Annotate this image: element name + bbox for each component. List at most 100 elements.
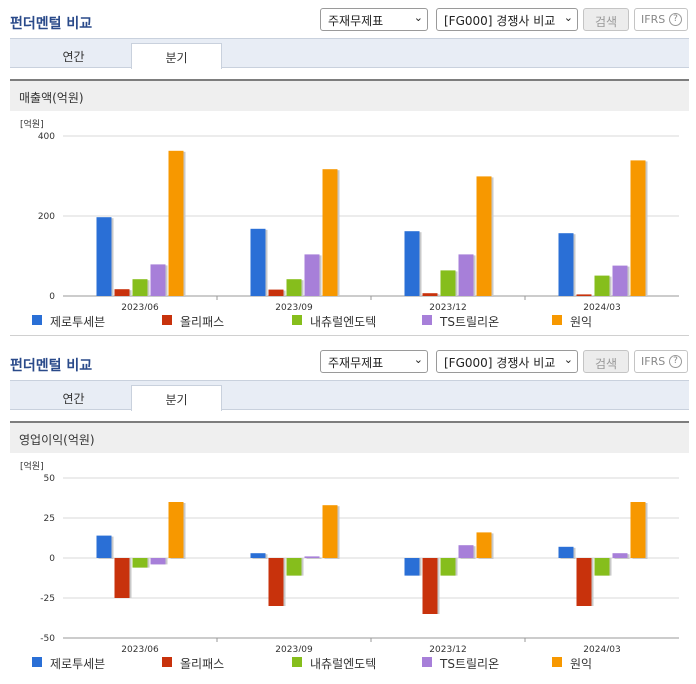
bar — [286, 558, 302, 576]
x-tick-label: 2023/12 — [429, 645, 466, 652]
bar — [422, 558, 438, 614]
y-tick-label: -25 — [40, 594, 55, 604]
compare-select[interactable]: [FG000] 경쟁사 비교 ⌄ — [436, 350, 578, 373]
legend-swatch — [422, 315, 432, 325]
bar — [422, 293, 438, 296]
y-tick-label: 50 — [44, 474, 56, 484]
legend-swatch — [32, 315, 42, 325]
bar — [576, 558, 592, 606]
bar — [168, 502, 184, 558]
bar — [304, 254, 320, 296]
x-tick-label: 2024/03 — [583, 303, 620, 310]
y-tick-label: 0 — [49, 292, 55, 302]
y-tick-label: 400 — [38, 132, 55, 142]
bar — [114, 558, 130, 598]
period-tabs: 연간 분기 — [10, 38, 689, 69]
compare-select[interactable]: [FG000] 경쟁사 비교 ⌄ — [436, 8, 578, 31]
x-tick-label: 2023/06 — [121, 645, 159, 652]
statement-select[interactable]: 주재무제표 ⌄ — [320, 350, 428, 373]
bar — [594, 558, 610, 576]
legend-label: 제로투세븐 — [50, 657, 106, 671]
bar — [630, 160, 646, 296]
search-button[interactable]: 검색 — [583, 350, 629, 373]
chevron-down-icon: ⌄ — [563, 353, 573, 366]
section-title: 펀더멘털 비교 — [10, 358, 93, 374]
legend-label: 올리패스 — [180, 315, 225, 329]
legend-swatch — [422, 657, 432, 667]
search-button[interactable]: 검색 — [583, 8, 629, 31]
statement-select-value: 주재무제표 — [328, 356, 384, 370]
legend-label: TS트릴리온 — [440, 315, 500, 329]
tab-quarter[interactable]: 분기 — [131, 385, 222, 411]
bar — [322, 169, 338, 296]
chart-legend: 제로투세븐 올리패스 내츄럴엔도텍 TS트릴리온 원익 — [32, 313, 692, 329]
bar — [322, 505, 338, 558]
chevron-down-icon: ⌄ — [413, 11, 423, 24]
chart-legend: 제로투세븐 올리패스 내츄럴엔도텍 TS트릴리온 원익 — [32, 655, 692, 671]
legend-swatch — [162, 315, 172, 325]
bar — [96, 217, 112, 296]
bar — [268, 289, 284, 296]
y-tick-label: 0 — [49, 554, 55, 564]
bar — [476, 176, 492, 296]
legend-label: 올리패스 — [180, 657, 225, 671]
bar — [594, 275, 610, 296]
x-tick-label: 2023/12 — [429, 303, 466, 310]
bar — [250, 553, 266, 558]
legend-swatch — [292, 315, 302, 325]
statement-select-value: 주재무제표 — [328, 14, 384, 28]
bar — [558, 233, 574, 296]
bar — [150, 558, 166, 565]
section-divider — [10, 335, 689, 336]
legend-label: 내츄럴엔도텍 — [310, 657, 377, 671]
bar — [440, 270, 456, 296]
x-tick-label: 2023/09 — [275, 303, 313, 310]
chevron-down-icon: ⌄ — [563, 11, 573, 24]
bar — [576, 294, 592, 296]
bar — [114, 289, 130, 296]
unit-label: [억원] — [20, 120, 44, 130]
legend-label: 제로투세븐 — [50, 315, 106, 329]
tab-annual[interactable]: 연간 — [62, 392, 85, 406]
compare-select-value: [FG000] 경쟁사 비교 — [444, 14, 556, 28]
bar-shadow — [306, 557, 322, 559]
bar — [458, 545, 474, 558]
bar — [558, 546, 574, 558]
legend-label: TS트릴리온 — [440, 657, 500, 671]
bar — [168, 150, 184, 296]
x-tick-label: 2023/06 — [121, 303, 159, 310]
y-tick-label: 200 — [38, 212, 55, 222]
bar — [476, 532, 492, 558]
ifrs-label: IFRS — [641, 13, 666, 26]
bar — [404, 558, 420, 576]
help-icon[interactable]: ? — [669, 355, 682, 368]
bar — [268, 558, 284, 606]
operating-profit-bar-chart: -50 -25 0 25 50 2023/06 2023/09 2023/12 2024/03 — [40, 474, 679, 652]
bar — [630, 502, 646, 558]
compare-select-value: [FG000] 경쟁사 비교 — [444, 356, 556, 370]
help-icon[interactable]: ? — [669, 13, 682, 26]
legend-swatch — [552, 657, 562, 667]
tab-annual[interactable]: 연간 — [62, 50, 85, 64]
tab-quarter[interactable]: 분기 — [131, 43, 222, 69]
bar — [132, 558, 148, 568]
bar — [96, 535, 112, 558]
legend-swatch — [292, 657, 302, 667]
legend-swatch — [162, 657, 172, 667]
y-tick-label: -50 — [40, 634, 55, 644]
legend-swatch — [552, 315, 562, 325]
bar — [250, 228, 266, 296]
bar — [286, 279, 302, 296]
bar — [132, 279, 148, 296]
legend-label: 원익 — [570, 657, 593, 671]
bar — [612, 265, 628, 296]
unit-label: [억원] — [20, 462, 44, 472]
ifrs-button[interactable]: IFRS ? — [634, 8, 688, 31]
ifrs-button[interactable]: IFRS ? — [634, 350, 688, 373]
chart-heading: 영업이익(억원) — [10, 421, 689, 453]
legend-swatch — [32, 657, 42, 667]
bar — [150, 264, 166, 296]
bar — [612, 553, 628, 558]
statement-select[interactable]: 주재무제표 ⌄ — [320, 8, 428, 31]
x-tick-label: 2023/09 — [275, 645, 313, 652]
